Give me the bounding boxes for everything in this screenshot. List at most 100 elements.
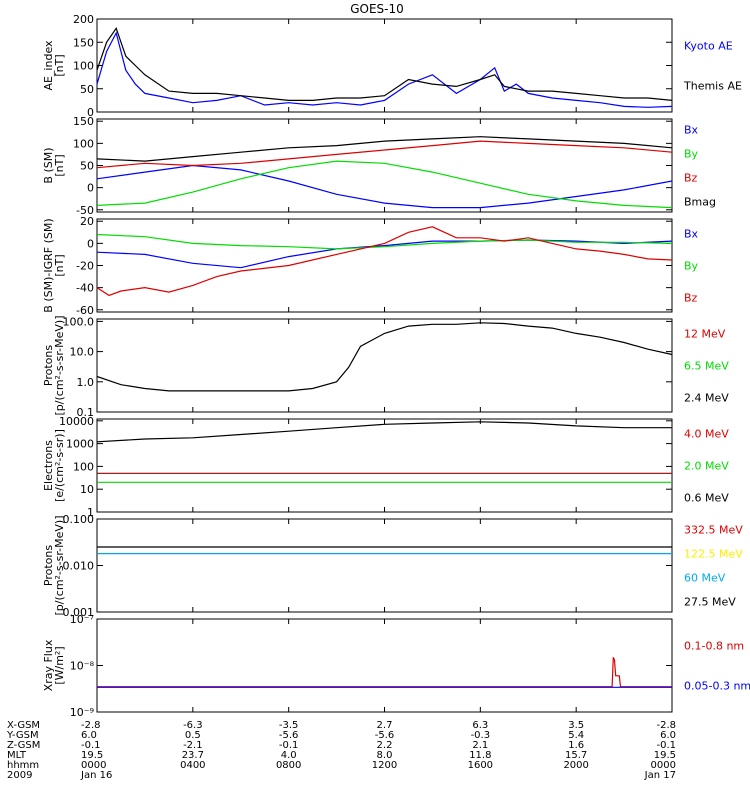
panel-protons2: 0.001 0.010 0.100 Protons[p/(cm²-s-sr-MeV)]… <box>42 513 743 619</box>
y-tick-label: 100 <box>73 460 94 473</box>
time-axis-value: 11.8 <box>469 750 491 761</box>
plot-title: GOES-10 <box>350 2 404 16</box>
legend-entry: 0.1-0.8 nm <box>684 640 744 653</box>
panel-frame <box>96 618 673 713</box>
time-axis-row-label: X-GSM <box>7 720 40 731</box>
legend-entry: 12 MeV <box>684 328 726 341</box>
y-tick-label: 0.1 <box>77 406 95 419</box>
y-axis-label: [nT] <box>53 54 66 76</box>
time-axis-value: 3.5 <box>568 720 584 731</box>
y-tick-label: 10⁻⁷ <box>70 613 94 626</box>
panel-bgsm: -50 0 50 100 150 B (SM)[nT] Bx By Bz Bmag <box>42 115 716 217</box>
panel-frame <box>96 218 673 313</box>
time-axis-value: 1.6 <box>568 740 584 751</box>
time-axis-value: 0800 <box>276 760 301 771</box>
legend-entry: Kyoto AE <box>684 40 733 53</box>
y-tick-label: 50 <box>80 83 94 96</box>
legend-entry: Bmag <box>684 196 716 209</box>
time-axis-value: 0.5 <box>185 730 201 741</box>
legend-entry: 0.6 MeV <box>684 492 729 505</box>
time-axis-value: Jan 17 <box>644 770 676 781</box>
legend-entry: 6.5 MeV <box>684 360 729 373</box>
time-axis-value: -2.8 <box>656 720 676 731</box>
y-axis-label: [W/m²] <box>53 646 66 684</box>
y-axis-label: [p/(cm²-s-sr-MeV)] <box>53 316 66 416</box>
legend-entry: 27.5 MeV <box>684 596 736 609</box>
y-tick-label: 10⁻⁸ <box>70 660 95 673</box>
time-axis-value: -5.6 <box>279 730 299 741</box>
time-axis-value: -6.3 <box>183 720 203 731</box>
y-tick-label: 100 <box>73 137 94 150</box>
panel-protons1: 0.1 1.0 10.0 100.0 Protons[p/(cm²-s-sr-MeV)]… <box>42 315 729 419</box>
time-axis-value: -0.1 <box>81 740 101 751</box>
time-axis-value: 8.0 <box>377 750 393 761</box>
y-tick-label: 1 <box>87 506 94 519</box>
time-axis-value: Jan 16 <box>80 770 112 781</box>
legend-entry: 4.0 MeV <box>684 428 729 441</box>
time-axis-value: -0.1 <box>279 740 299 751</box>
time-axis-value: -2.1 <box>183 740 203 751</box>
y-tick-label: 10 <box>80 483 94 496</box>
time-axis-row-label: 2009 <box>7 770 32 781</box>
legend-entry: Bz <box>684 292 698 305</box>
y-tick-label: -60 <box>76 304 94 317</box>
y-axis-label: AE_index <box>42 40 55 91</box>
time-axis-value: 1200 <box>372 760 397 771</box>
y-tick-label: 0 <box>87 106 94 119</box>
time-axis-value: 1600 <box>468 760 493 771</box>
series-line-kyoto-ae <box>96 31 673 108</box>
legend-entry: 122.5 MeV <box>684 548 743 561</box>
y-tick-label: 0.010 <box>63 560 95 573</box>
time-axis-value: 0000 <box>81 760 106 771</box>
panel-frame <box>96 418 673 513</box>
y-axis-label: [p/(cm²-s-sr-MeV)] <box>53 516 66 616</box>
time-axis-value: 19.5 <box>654 750 676 761</box>
panel-frame <box>96 18 673 113</box>
time-axis-value: 6.0 <box>81 730 97 741</box>
y-tick-label: -50 <box>76 204 94 217</box>
time-axis-table: X-GSMY-GSMZ-GSMMLThhmm2009-2.86.0-0.119.… <box>6 720 676 781</box>
legend-entry: 2.0 MeV <box>684 460 729 473</box>
time-axis-value: -0.3 <box>471 730 491 741</box>
y-tick-label: 100.0 <box>63 315 95 328</box>
time-axis-row-label: Y-GSM <box>6 730 39 741</box>
time-axis-value: 2.2 <box>377 740 393 751</box>
time-axis-value: 5.4 <box>568 730 584 741</box>
y-axis-label: Protons <box>42 345 55 386</box>
panel-ae: 0 50 100 150 200 AE_index[nT] Kyoto AE Themis A… <box>42 13 742 119</box>
series-line-bz <box>96 140 673 169</box>
time-axis-value: -3.5 <box>279 720 299 731</box>
legend-entry: By <box>684 260 699 273</box>
time-axis-row-label: Z-GSM <box>7 740 40 751</box>
series-line-0-6-mev <box>96 421 672 443</box>
time-axis-value: 19.5 <box>81 750 103 761</box>
time-axis-value: -2.8 <box>81 720 101 731</box>
legend-entry: 332.5 MeV <box>684 524 743 537</box>
y-tick-label: 0 <box>87 182 94 195</box>
time-axis-row-label: hhmm <box>7 760 39 771</box>
y-axis-label: Xray Flux <box>42 639 55 691</box>
legend-entry: Bx <box>684 124 699 137</box>
y-tick-label: 200 <box>73 13 94 26</box>
y-axis-label: [nT] <box>53 154 66 176</box>
y-axis-label: [nT] <box>53 254 66 276</box>
time-axis-value: 15.7 <box>565 750 587 761</box>
legend-entry: Bx <box>684 228 699 241</box>
legend-entry: Bz <box>684 172 698 185</box>
y-tick-label: -40 <box>76 282 94 295</box>
legend-entry: 2.4 MeV <box>684 392 729 405</box>
y-tick-label: 150 <box>73 115 94 128</box>
time-axis-value: 6.3 <box>472 720 488 731</box>
time-axis-value: 6.0 <box>660 730 676 741</box>
y-tick-label: 0 <box>87 237 94 250</box>
y-tick-label: 10⁻⁹ <box>70 706 94 719</box>
y-tick-label: 0.001 <box>63 606 95 619</box>
legend-entry: By <box>684 148 699 161</box>
y-axis-label: Protons <box>42 545 55 586</box>
y-tick-label: 10.0 <box>70 346 95 359</box>
legend-entry: 60 MeV <box>684 572 726 585</box>
time-axis-value: 0400 <box>180 760 205 771</box>
time-axis-value: 2000 <box>563 760 588 771</box>
time-axis-value: 2.1 <box>472 740 488 751</box>
y-tick-label: 20 <box>80 215 94 228</box>
